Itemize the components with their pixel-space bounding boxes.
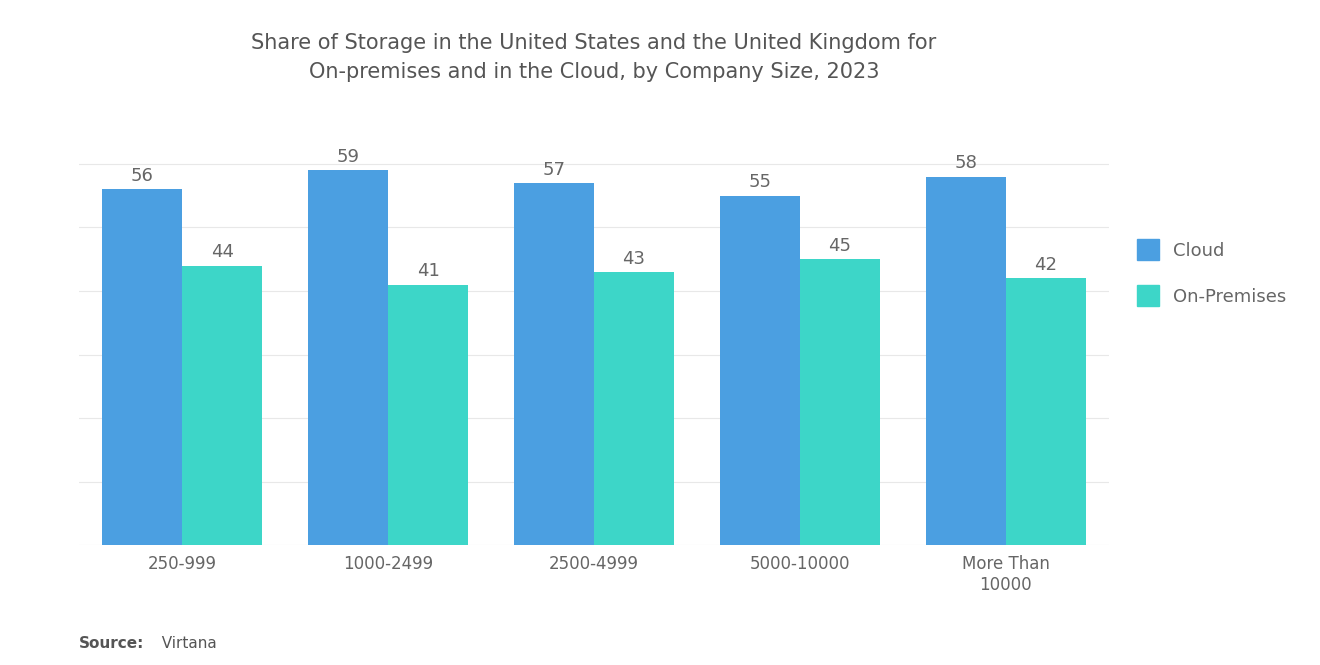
Text: 42: 42 bbox=[1035, 256, 1057, 274]
Bar bbox=[594, 272, 675, 545]
Bar bbox=[800, 259, 880, 545]
Bar bbox=[925, 177, 1006, 545]
Text: 55: 55 bbox=[748, 174, 771, 192]
Text: Virtana: Virtana bbox=[152, 636, 216, 652]
Text: 45: 45 bbox=[829, 237, 851, 255]
Bar bbox=[308, 170, 388, 545]
Bar bbox=[1006, 279, 1086, 545]
Text: 43: 43 bbox=[623, 249, 645, 267]
Bar bbox=[102, 190, 182, 545]
Text: 44: 44 bbox=[211, 243, 234, 261]
Text: 59: 59 bbox=[337, 148, 359, 166]
Text: 58: 58 bbox=[954, 154, 977, 172]
Bar bbox=[388, 285, 469, 545]
Text: 41: 41 bbox=[417, 262, 440, 280]
Bar bbox=[513, 183, 594, 545]
Title: Share of Storage in the United States and the United Kingdom for
On-premises and: Share of Storage in the United States an… bbox=[251, 33, 937, 82]
Text: Source:: Source: bbox=[79, 636, 145, 652]
Text: 57: 57 bbox=[543, 160, 565, 178]
Bar bbox=[719, 196, 800, 545]
Bar bbox=[182, 265, 263, 545]
Text: 56: 56 bbox=[131, 167, 153, 185]
Legend: Cloud, On-Premises: Cloud, On-Premises bbox=[1129, 230, 1295, 315]
